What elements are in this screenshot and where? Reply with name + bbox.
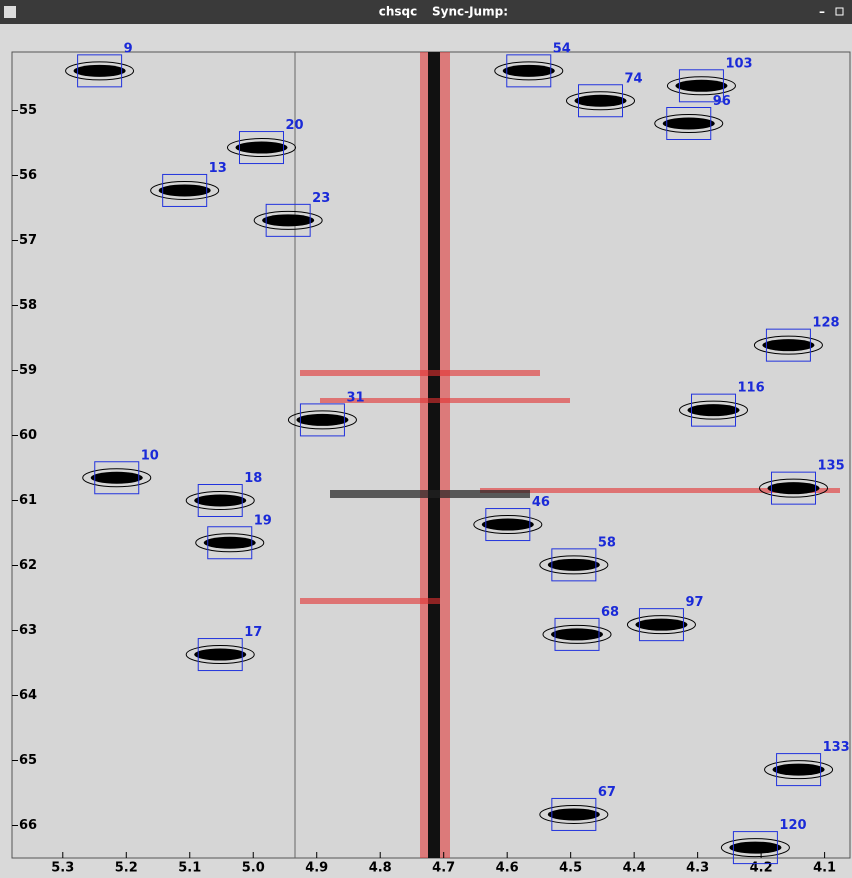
window-menu-icon[interactable] (4, 6, 16, 18)
peak-label: 9 (124, 41, 133, 56)
peak (663, 118, 715, 130)
x-tick-label: 4.7 (432, 861, 455, 876)
y-tick-label: 65 (19, 753, 37, 768)
peak (503, 65, 555, 77)
peak-label: 19 (254, 513, 272, 528)
peak-label: 10 (141, 448, 159, 463)
y-tick-label: 64 (19, 688, 37, 703)
peak (204, 537, 256, 549)
peak (91, 472, 143, 484)
y-tick-label: 60 (19, 428, 37, 443)
peak (635, 619, 687, 631)
peak-label: 31 (346, 390, 364, 405)
app-window: chsqc Sync-Jump: – 5.3 5.2 5.1 5.0 4.9 4.8 4.7… (0, 0, 852, 878)
x-tick-label: 4.2 (750, 861, 773, 876)
y-tick-label: 62 (19, 558, 37, 573)
peak-label: 23 (312, 191, 330, 206)
minimize-button[interactable]: – (819, 5, 825, 19)
peak (235, 142, 287, 154)
y-tick-label: 56 (19, 168, 37, 183)
peak (194, 495, 246, 507)
peak (773, 764, 825, 776)
peak-label: 103 (725, 56, 752, 71)
peak-label: 67 (598, 785, 616, 800)
x-tick-label: 4.9 (305, 861, 328, 876)
peak-label: 68 (601, 605, 619, 620)
y-tick-label: 58 (19, 298, 37, 313)
x-tick-label: 4.4 (623, 861, 646, 876)
peak-label: 54 (553, 41, 571, 56)
peak-label: 116 (738, 381, 765, 396)
peak (551, 628, 603, 640)
peak (194, 649, 246, 661)
x-tick-label: 4.8 (369, 861, 392, 876)
y-tick-label: 57 (19, 233, 37, 248)
peak-label: 135 (817, 459, 844, 474)
peak-label: 13 (209, 161, 227, 176)
peak (296, 414, 348, 426)
y-tick-label: 66 (19, 818, 37, 833)
peak-label: 20 (285, 118, 303, 133)
x-tick-label: 5.3 (51, 861, 74, 876)
x-tick-label: 4.1 (813, 861, 836, 876)
peak (74, 65, 126, 77)
x-tick-label: 5.0 (242, 861, 265, 876)
peak-label: 46 (532, 495, 550, 510)
peak-label: 58 (598, 535, 616, 550)
peak (159, 184, 211, 196)
x-tick-label: 4.5 (559, 861, 582, 876)
streak (300, 370, 540, 376)
y-tick-label: 55 (19, 103, 37, 118)
peak (482, 519, 534, 531)
streak (300, 598, 440, 604)
y-tick-label: 63 (19, 623, 37, 638)
water-black (428, 52, 440, 858)
peak-label: 97 (685, 595, 703, 610)
x-tick-label: 4.6 (496, 861, 519, 876)
peak-label: 74 (625, 71, 643, 86)
peak (675, 80, 727, 92)
peak (767, 482, 819, 494)
window-title: chsqc (379, 5, 418, 19)
peak-label: 18 (244, 471, 262, 486)
window-subtitle: Sync-Jump: (432, 5, 508, 19)
x-tick-label: 4.3 (686, 861, 709, 876)
peak (262, 214, 314, 226)
peak (729, 842, 781, 854)
peak-label: 128 (812, 316, 839, 331)
streak (330, 490, 530, 498)
x-tick-label: 5.2 (115, 861, 138, 876)
peak (575, 95, 627, 107)
y-tick-label: 59 (19, 363, 37, 378)
y-tick-label: 61 (19, 493, 37, 508)
peak-label: 17 (244, 625, 262, 640)
x-tick-label: 5.1 (178, 861, 201, 876)
peak (762, 339, 814, 351)
peak (688, 404, 740, 416)
title-bar (0, 0, 852, 24)
peak-label: 120 (779, 818, 806, 833)
peak (548, 559, 600, 571)
peak-label: 133 (823, 740, 850, 755)
peak (548, 808, 600, 820)
